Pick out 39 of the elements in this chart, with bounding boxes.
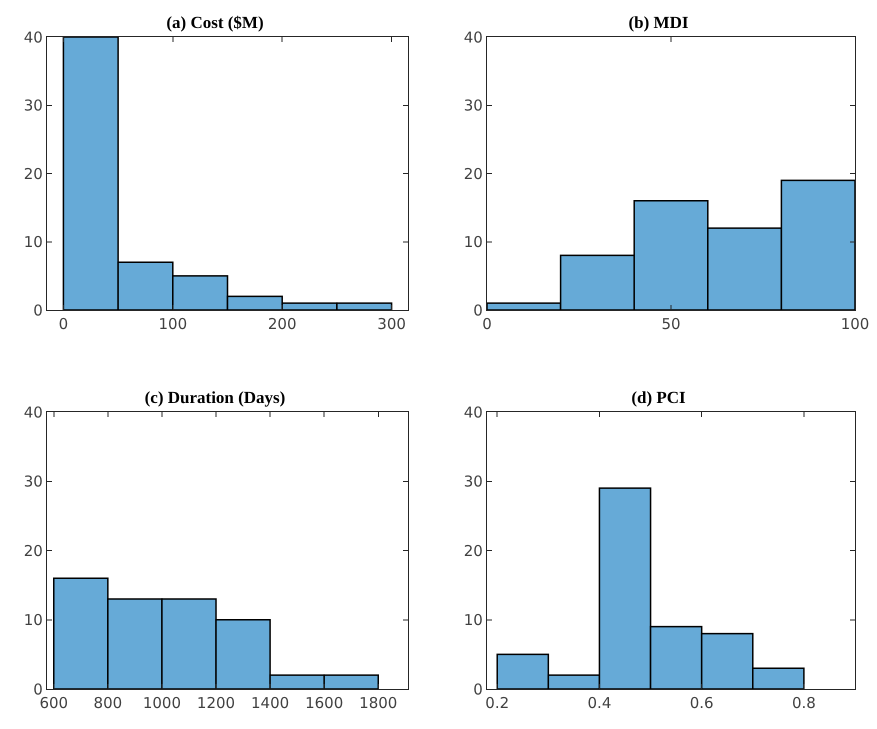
- x-tick-label: 100: [158, 315, 188, 334]
- x-tick-label: 100: [840, 315, 870, 334]
- y-tick-label: 0: [473, 680, 483, 698]
- chart-title: (b) MDI: [628, 12, 689, 32]
- chart-title: (d) PCI: [631, 388, 686, 407]
- y-tick-label: 40: [24, 28, 43, 46]
- x-tick-label: 0: [58, 315, 68, 334]
- y-tick-label: 20: [24, 164, 43, 183]
- y-tick-label: 0: [33, 301, 43, 320]
- y-tick-label: 10: [464, 233, 483, 251]
- y-tick-label: 20: [464, 164, 483, 183]
- x-tick-label: 200: [268, 315, 297, 334]
- y-tick-label: 10: [24, 233, 43, 251]
- y-tick-label: 10: [464, 611, 483, 629]
- y-tick-label: 20: [24, 542, 43, 560]
- y-tick-label: 40: [24, 403, 43, 422]
- x-tick-label: 1800: [359, 694, 398, 712]
- x-tick-label: 0.4: [588, 694, 612, 712]
- x-tick-label: 0.2: [485, 694, 510, 712]
- x-tick-label: 1600: [305, 694, 344, 712]
- y-tick-label: 10: [24, 611, 43, 629]
- y-tick-label: 0: [473, 301, 483, 320]
- x-tick-label: 0.8: [792, 694, 816, 712]
- x-tick-label: 1400: [250, 694, 290, 712]
- y-tick-label: 30: [24, 472, 43, 490]
- y-tick-label: 40: [464, 403, 483, 422]
- chart-title: (c) Duration (Days): [144, 388, 286, 407]
- y-tick-label: 30: [464, 472, 483, 490]
- y-tick-label: 30: [464, 96, 483, 114]
- x-tick-label: 1000: [142, 694, 182, 712]
- x-tick-label: 300: [377, 315, 406, 334]
- chart-title: (a) Cost ($M): [166, 12, 264, 32]
- x-tick-label: 800: [94, 694, 122, 712]
- y-tick-label: 40: [464, 28, 483, 46]
- x-tick-label: 1200: [196, 694, 236, 712]
- y-tick-label: 20: [464, 542, 483, 560]
- x-tick-label: 0.6: [690, 694, 714, 712]
- x-tick-label: 50: [661, 315, 681, 334]
- y-tick-label: 30: [24, 96, 43, 114]
